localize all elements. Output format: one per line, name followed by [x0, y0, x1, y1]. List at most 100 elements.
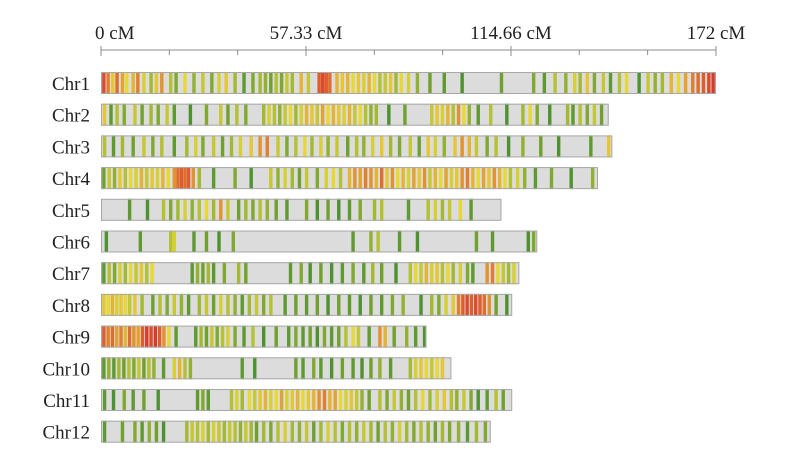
marker-band [251, 198, 255, 221]
marker-band [150, 262, 154, 285]
x-tick-label: 57.33 cM [270, 23, 343, 44]
marker-band [263, 389, 268, 411]
marker-band [157, 325, 162, 348]
marker-band [592, 103, 597, 126]
marker-band [238, 135, 243, 158]
marker-band [304, 198, 309, 221]
chromosome-label: Chr12 [43, 423, 91, 444]
marker-band [149, 103, 153, 126]
marker-band [156, 389, 160, 411]
marker-band [315, 167, 320, 190]
marker-band [320, 72, 325, 94]
marker-band [578, 103, 582, 126]
marker-band [465, 262, 470, 285]
marker-band [324, 72, 328, 94]
marker-band [147, 420, 151, 443]
marker-band [102, 389, 107, 411]
marker-band [346, 72, 350, 94]
marker-band [601, 72, 606, 94]
marker-band [430, 262, 434, 285]
marker-band [102, 357, 106, 380]
marker-band [211, 262, 216, 285]
marker-band [272, 103, 277, 126]
marker-band [624, 72, 629, 94]
chromosome-outline [101, 325, 427, 348]
marker-band [433, 420, 438, 443]
chromosome-label: Chr8 [52, 296, 90, 317]
marker-band [294, 357, 298, 380]
marker-band [183, 72, 187, 94]
marker-band [505, 103, 509, 126]
marker-band [294, 135, 298, 158]
marker-band [372, 72, 377, 94]
marker-band [446, 103, 450, 126]
marker-band [145, 262, 149, 285]
marker-band [413, 357, 418, 380]
marker-band [344, 325, 348, 348]
marker-band [244, 420, 248, 443]
chromosome-label: Chr9 [52, 328, 90, 349]
marker-band [446, 262, 450, 285]
marker-band [137, 357, 141, 380]
marker-band [312, 357, 316, 380]
chromosome-label: Chr7 [52, 264, 90, 285]
x-tick-label: 0 cM [95, 23, 135, 44]
marker-band [435, 389, 439, 411]
marker-band [435, 262, 439, 285]
marker-band [172, 230, 176, 253]
chromosome-outline [101, 72, 716, 94]
chromosome-label: Chr3 [52, 137, 90, 158]
marker-band [134, 167, 138, 190]
marker-band [390, 293, 395, 316]
marker-band [430, 293, 434, 316]
marker-band [346, 135, 350, 158]
marker-band [222, 420, 227, 443]
marker-band [169, 72, 173, 94]
marker-band [333, 420, 337, 443]
marker-band [290, 420, 294, 443]
marker-band [438, 167, 443, 190]
marker-band [353, 167, 357, 190]
marker-band [102, 293, 106, 316]
marker-band [156, 103, 160, 126]
marker-band [413, 389, 418, 411]
marker-band [531, 72, 536, 94]
marker-band [456, 420, 461, 443]
marker-band [145, 325, 149, 348]
marker-band [167, 325, 171, 348]
marker-band [115, 103, 119, 126]
marker-band [128, 167, 133, 190]
marker-band [258, 135, 262, 158]
marker-band [617, 72, 622, 94]
marker-band [487, 167, 491, 190]
marker-band [707, 72, 711, 94]
marker-band [161, 198, 166, 221]
marker-band [351, 325, 355, 348]
marker-band [474, 230, 479, 253]
marker-band [354, 135, 359, 158]
marker-band [501, 389, 505, 411]
marker-band [276, 167, 280, 190]
marker-band [133, 293, 137, 316]
marker-band [119, 325, 123, 348]
marker-band [185, 420, 189, 443]
marker-band [371, 262, 375, 285]
marker-band [217, 420, 221, 443]
marker-band [287, 325, 291, 348]
marker-band [451, 262, 455, 285]
marker-band [378, 72, 382, 94]
marker-band [258, 198, 262, 221]
marker-band [338, 167, 343, 190]
marker-band [428, 389, 432, 411]
marker-band [172, 135, 176, 158]
marker-band [165, 293, 169, 316]
marker-band [424, 262, 429, 285]
marker-band [254, 420, 259, 443]
marker-band [490, 230, 495, 253]
marker-band [238, 420, 243, 443]
marker-band [412, 167, 416, 190]
marker-band [367, 325, 371, 348]
marker-band [172, 357, 176, 380]
marker-band [312, 420, 316, 443]
marker-band [449, 389, 454, 411]
